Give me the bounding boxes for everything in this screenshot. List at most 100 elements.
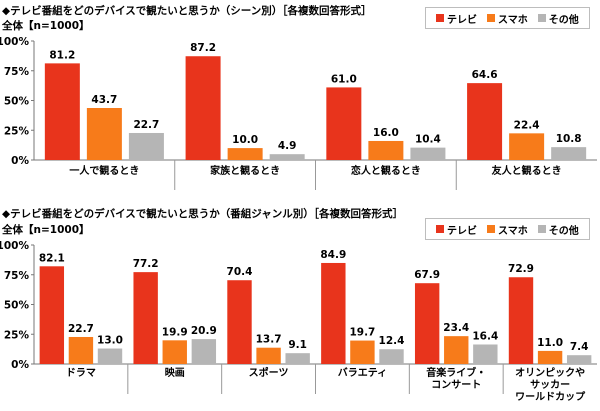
legend-item-smartphone: スマホ	[487, 222, 528, 237]
data-label: 20.9	[191, 325, 217, 337]
bar-other	[128, 132, 164, 160]
legend-swatch-smartphone	[487, 14, 495, 22]
legend-swatch-smartphone	[487, 225, 495, 233]
bar-other	[379, 349, 404, 364]
legend-label-tv: テレビ	[447, 14, 477, 26]
y-tick-label: 50%	[4, 96, 30, 108]
legend-swatch-other	[537, 14, 546, 22]
x-tick-label: サッカー	[530, 379, 570, 391]
chart-plot-genre: 0% 25% 50% 75% 100% 82.1 22.713.0 ドラマ 77.2 19.9 20…	[0, 240, 597, 403]
data-label: 82.1	[39, 252, 65, 264]
data-label: 64.6	[472, 69, 498, 81]
x-tick-label: 友人と観るとき	[492, 164, 562, 177]
x-tick-label: 家族と観るとき	[210, 164, 280, 177]
bar-smartphone	[509, 133, 545, 160]
bar-smartphone	[368, 140, 404, 160]
y-tick-label: 100%	[0, 240, 29, 252]
legend-label-smartphone: スマホ	[498, 14, 528, 26]
x-tick-label: 音楽ライブ・	[426, 366, 486, 379]
data-label: 87.2	[190, 42, 216, 54]
data-label: 10.8	[556, 133, 582, 145]
x-tick-label: 恋人と観るとき	[351, 164, 421, 177]
bar-smartphone	[227, 148, 263, 160]
data-label: 72.9	[508, 263, 534, 275]
data-label: 22.7	[133, 119, 159, 131]
bar-other	[551, 147, 587, 160]
data-label: 13.0	[97, 335, 123, 347]
data-label: 10.4	[415, 134, 441, 146]
bar-other	[285, 353, 310, 364]
legend-swatch-other	[537, 225, 546, 233]
data-label: 84.9	[320, 249, 346, 261]
y-tick-label: 0%	[11, 155, 29, 167]
bar-other	[473, 344, 498, 364]
data-label: 7.4	[570, 341, 589, 353]
y-tick-label: 25%	[4, 329, 30, 341]
bar-tv	[326, 87, 362, 160]
chart-title: ◆テレビ番組をどのデバイスで観たいと思うか（シーン別）［各複数回答形式］	[2, 5, 372, 17]
data-label: 4.9	[278, 140, 297, 152]
bar-tv	[414, 283, 440, 364]
legend-item-tv: テレビ	[436, 222, 477, 237]
legend-item-tv: テレビ	[436, 11, 477, 26]
y-tick-label: 50%	[4, 300, 30, 312]
bar-smartphone	[162, 340, 187, 364]
chart-title: ◆テレビ番組をどのデバイスで観たいと思うか（番組ジャンル別）［各複数回答形式］	[2, 208, 403, 220]
data-label: 77.2	[133, 258, 159, 270]
y-tick-label: 0%	[11, 359, 29, 371]
bar-other	[97, 348, 123, 364]
x-tick-label: ワールドカップ	[515, 390, 586, 403]
data-label: 67.9	[414, 269, 440, 281]
data-label: 12.4	[379, 335, 405, 347]
bar-tv	[321, 262, 346, 364]
legend-item-other: その他	[537, 11, 579, 26]
data-label: 22.7	[68, 323, 94, 335]
legend-label-smartphone: スマホ	[498, 225, 528, 237]
bar-other	[269, 154, 305, 160]
y-tick-label: 100%	[0, 36, 29, 48]
bar-other	[566, 355, 592, 364]
bar-tv	[185, 56, 221, 161]
chart-legend: テレビ スマホ その他	[425, 7, 590, 29]
legend-swatch-tv	[436, 225, 444, 233]
y-tick-label: 25%	[4, 125, 30, 137]
legend-swatch-tv	[436, 14, 444, 22]
chart-scene: ◆テレビ番組をどのデバイスで観たいと思うか（シーン別）［各複数回答形式］ 全体【…	[0, 0, 600, 200]
bar-tv	[133, 272, 158, 364]
y-tick-label: 75%	[4, 66, 30, 78]
bar-smartphone	[86, 107, 122, 160]
data-label: 22.4	[514, 119, 540, 131]
data-label: 43.7	[91, 94, 117, 106]
data-label: 11.0	[537, 337, 563, 349]
data-label: 61.0	[331, 73, 357, 85]
data-label: 70.4	[227, 266, 253, 278]
bar-tv	[227, 280, 252, 364]
x-tick-label: 映画	[165, 366, 185, 379]
chart-legend: テレビ スマホ その他	[425, 218, 590, 240]
bar-tv	[508, 277, 534, 364]
x-tick-label: 一人で観るとき	[69, 164, 139, 177]
data-label: 9.1	[288, 339, 307, 351]
bar-smartphone	[444, 336, 469, 364]
bar-other	[410, 147, 446, 160]
bar-tv	[44, 63, 80, 160]
data-label: 19.7	[349, 327, 375, 339]
legend-label-tv: テレビ	[447, 225, 477, 237]
x-tick-label: バラエティ	[338, 367, 387, 379]
x-tick-label: コンサート	[431, 379, 481, 391]
chart-genre: ◆テレビ番組をどのデバイスで観たいと思うか（番組ジャンル別）［各複数回答形式］ …	[0, 200, 600, 411]
data-label: 19.9	[162, 326, 188, 338]
data-label: 81.2	[49, 49, 75, 61]
bar-tv	[467, 83, 503, 160]
chart-subtitle: 全体【n=1000】	[2, 20, 90, 32]
bar-smartphone	[537, 350, 563, 364]
legend-item-smartphone: スマホ	[487, 11, 528, 26]
x-tick-label: オリンピックや	[515, 367, 585, 379]
chart-subtitle: 全体【n=1000】	[2, 224, 90, 236]
data-label: 13.7	[256, 334, 282, 346]
x-tick-label: ドラマ	[66, 367, 96, 379]
bar-smartphone	[256, 347, 281, 364]
x-tick-label: スポーツ	[249, 366, 289, 379]
data-label: 23.4	[443, 322, 469, 334]
legend-item-other: その他	[537, 222, 579, 237]
